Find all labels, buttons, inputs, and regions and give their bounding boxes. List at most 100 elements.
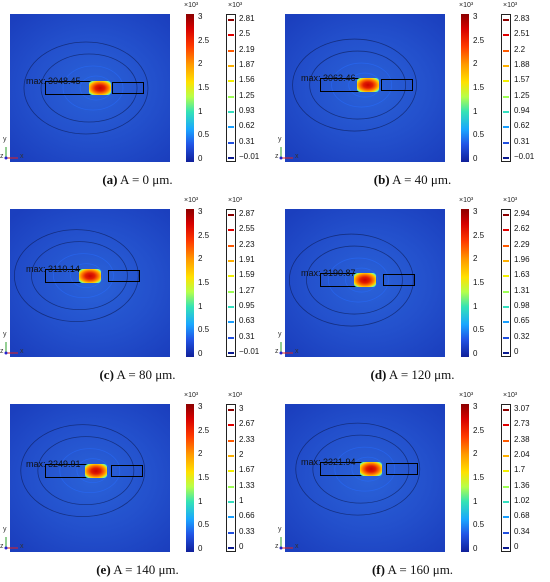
level-swatch [228, 516, 234, 519]
level-label: 3.07 [514, 404, 530, 413]
level-swatch [228, 111, 234, 113]
level-label: 1.7 [514, 465, 526, 475]
level-exponent: ×10³ [228, 197, 243, 204]
level-swatch [503, 244, 509, 247]
level-label: 0.31 [239, 136, 255, 146]
colorbar-exponent: ×10³ [184, 392, 199, 399]
level-swatch [228, 157, 234, 159]
colorbar-tick-label: 1 [473, 301, 478, 311]
axis-y-label: y [278, 136, 282, 143]
level-label: 2.87 [239, 209, 255, 218]
hot-spot [357, 78, 380, 93]
contour-line [13, 229, 139, 322]
contour-line [31, 241, 128, 310]
level-label: 1.33 [239, 480, 255, 490]
hot-spot [360, 462, 383, 477]
colorbar-tick-label: 1.5 [473, 83, 485, 92]
colorbar [186, 209, 194, 357]
axis-arrows-icon [4, 342, 18, 355]
axis-z-label: z [0, 348, 4, 355]
level-label: 1.56 [239, 75, 255, 85]
electrode-box [112, 82, 145, 94]
caption-tag: (e) [96, 562, 111, 577]
colorbar-tick-label: 0 [198, 154, 203, 163]
contour-lines [23, 41, 149, 135]
caption-tag: (b) [373, 172, 390, 187]
level-swatch [503, 439, 509, 442]
level-swatch [503, 80, 509, 83]
contour-line [328, 257, 389, 303]
colorbar-tick-label: 0.5 [473, 325, 485, 335]
contour-line [312, 434, 410, 504]
level-label: 2.33 [239, 434, 255, 444]
level-label: 2 [239, 450, 244, 459]
contour-line [295, 422, 421, 516]
level-label: 0 [514, 347, 519, 356]
level-label: 2.81 [239, 14, 255, 23]
level-label: 1.67 [239, 465, 255, 475]
axis-triad: y z x [275, 331, 301, 357]
max-label: max: 3063.46 [301, 73, 356, 84]
colorbar-tick-label: 2.5 [198, 230, 210, 240]
level-label: 0 [514, 542, 519, 551]
colorbar-tick-label: 1.5 [473, 278, 485, 287]
colorbar-tick-label: 1 [473, 106, 478, 116]
contour-line [292, 38, 417, 132]
level-label: 0.62 [514, 121, 530, 131]
colorbar-exponent: ×10³ [459, 197, 474, 204]
contour-level-legend [501, 404, 511, 552]
level-label: 1.27 [239, 285, 255, 295]
colorbar-exponent: ×10³ [459, 392, 474, 399]
level-swatch [503, 352, 509, 354]
axis-x-label: x [20, 543, 24, 550]
panel-caption: (d) A = 120 μm. [275, 367, 550, 383]
panel-caption: (f) A = 160 μm. [275, 562, 550, 578]
contour-line [40, 53, 138, 123]
axis-triad: y z x [0, 526, 26, 552]
level-label: 0.93 [239, 106, 255, 115]
axis-arrows-icon [4, 147, 18, 160]
contour-line [37, 436, 135, 505]
level-label: 0.65 [514, 316, 530, 326]
level-label: 1.25 [514, 90, 530, 100]
level-swatch [228, 485, 234, 488]
colorbar-tick-label: 2 [473, 254, 478, 264]
level-label: 2.62 [514, 224, 530, 234]
caption-tag: (c) [99, 367, 114, 382]
caption-text: A = 160 μm. [384, 562, 454, 577]
hot-spot [85, 463, 108, 478]
level-label: 2.29 [514, 239, 530, 249]
contour-line [334, 446, 396, 492]
max-label: max: 3110.14 [26, 263, 80, 274]
level-label: 2.51 [514, 29, 530, 39]
level-label: −0.01 [239, 152, 260, 161]
axis-arrows-icon [279, 147, 293, 160]
colorbar-tick-label: 0 [198, 544, 203, 553]
level-label: 2.19 [239, 44, 255, 54]
level-swatch [503, 336, 509, 339]
colorbar-tick-label: 3 [198, 402, 203, 411]
figure-panel: max: 3249.91 y z x ×10³ 3 2.5 2 1.5 1 0.5 0 ×10³ 3 2.6… [0, 390, 275, 582]
caption-tag: (f) [371, 562, 385, 577]
level-label: 2.38 [514, 434, 530, 444]
contour-line [306, 245, 403, 315]
colorbar-tick-label: 2 [198, 254, 203, 264]
contour-line [309, 50, 407, 120]
level-swatch [228, 424, 234, 427]
level-swatch [503, 501, 509, 503]
level-swatch [503, 65, 509, 67]
max-label: max: 3321.94 [301, 457, 356, 468]
axis-y-label: y [3, 526, 7, 533]
level-label: 1.31 [514, 285, 530, 295]
colorbar-tick-label: 2 [198, 59, 203, 69]
level-swatch [228, 501, 234, 503]
max-label: max: 3190.87 [301, 268, 356, 279]
figure-panel: max: 3063.46 y z x ×10³ 3 2.5 2 1.5 1 0.5 0 ×10³ 2.83… [275, 0, 550, 192]
contour-level-legend [501, 209, 511, 357]
level-swatch [228, 352, 234, 354]
electrode-box [381, 79, 413, 92]
level-swatch [503, 516, 509, 519]
colorbar-tick-label: 0.5 [473, 520, 485, 530]
electrode-box [385, 463, 418, 476]
contour-line [79, 75, 113, 101]
